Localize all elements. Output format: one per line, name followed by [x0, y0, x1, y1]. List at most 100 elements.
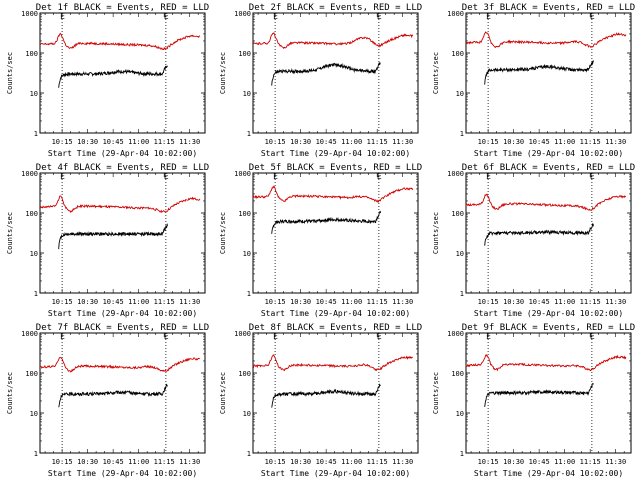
series-lld-line: [39, 195, 201, 214]
x-tick-label: 10:45: [529, 138, 550, 146]
y-tick-label: 1000: [21, 330, 38, 338]
x-tick-label: 10:30: [290, 458, 311, 466]
x-tick-label: 11:30: [179, 298, 200, 306]
detector-chart: Det 4f BLACK = Events, RED = LLD Counts/s…: [6, 163, 209, 318]
y-tick-label: 1: [247, 290, 251, 298]
chart-title: Det 1f BLACK = Events, RED = LLD: [36, 3, 209, 13]
x-tick-label: 11:15: [154, 138, 175, 146]
x-tick-label: 11:30: [392, 458, 413, 466]
y-tick-label: 10: [243, 410, 251, 418]
plot-frame: [252, 12, 419, 134]
x-axis-label: Start Time (29-Apr-04 10:02:00): [474, 469, 623, 478]
x-tick-label: 10:30: [77, 298, 98, 306]
series-events-line: [58, 222, 169, 250]
x-tick-label: 10:45: [529, 298, 550, 306]
x-tick-label: 11:00: [554, 458, 575, 466]
x-tick-label: 11:00: [554, 138, 575, 146]
chart-title: Det 3f BLACK = Events, RED = LLD: [462, 3, 635, 13]
y-tick-label: 100: [25, 210, 38, 218]
x-tick-label: 11:15: [367, 298, 388, 306]
x-tick-label: 10:30: [503, 298, 524, 306]
x-tick-label: 10:30: [503, 138, 524, 146]
x-tick-label: 10:45: [316, 458, 337, 466]
y-tick-label: 10: [456, 90, 464, 98]
y-tick-label: 10: [243, 90, 251, 98]
x-axis-label: Start Time (29-Apr-04 10:02:00): [48, 469, 197, 478]
x-axis-label: Start Time (29-Apr-04 10:02:00): [48, 149, 197, 158]
plot-frame: [465, 332, 632, 454]
detector-chart: Det 6f BLACK = Events, RED = LLD Counts/s…: [432, 163, 635, 318]
series-lld-line: [252, 185, 414, 203]
x-tick-label: 11:30: [179, 458, 200, 466]
detector-chart: Det 3f BLACK = Events, RED = LLD Counts/s…: [432, 3, 635, 158]
x-tick-label: 11:15: [154, 298, 175, 306]
x-tick-label: 10:45: [103, 458, 124, 466]
y-tick-label: 1: [460, 130, 464, 138]
event-marker-label: E: [60, 12, 65, 21]
x-tick-label: 10:15: [265, 458, 286, 466]
x-tick-label: 10:15: [52, 138, 73, 146]
event-marker-label: E: [60, 332, 65, 341]
x-tick-label: 11:15: [367, 138, 388, 146]
y-tick-label: 1000: [447, 10, 464, 18]
y-tick-label: 1000: [21, 10, 38, 18]
y-tick-label: 100: [238, 210, 251, 218]
detector-chart: Det 7f BLACK = Events, RED = LLD Counts/s…: [6, 323, 209, 478]
x-tick-label: 10:15: [265, 298, 286, 306]
x-tick-label: 10:45: [316, 298, 337, 306]
x-tick-label: 10:30: [290, 138, 311, 146]
series-events-line: [271, 210, 382, 234]
plot-frame: [252, 332, 419, 454]
x-tick-label: 10:30: [290, 298, 311, 306]
y-tick-label: 1000: [447, 330, 464, 338]
chart-title: Det 2f BLACK = Events, RED = LLD: [249, 3, 422, 13]
x-axis-label: Start Time (29-Apr-04 10:02:00): [261, 469, 410, 478]
y-axis-label: Counts/sec: [432, 212, 440, 254]
event-marker-label: E: [377, 172, 382, 181]
chart-title: Det 4f BLACK = Events, RED = LLD: [36, 163, 209, 173]
y-tick-label: 10: [30, 410, 38, 418]
event-marker-label: E: [590, 332, 595, 341]
y-tick-label: 100: [238, 370, 251, 378]
chart-title: Det 6f BLACK = Events, RED = LLD: [462, 163, 635, 173]
event-marker-label: E: [377, 332, 382, 341]
x-axis-label: Start Time (29-Apr-04 10:02:00): [48, 309, 197, 318]
x-tick-label: 10:30: [503, 458, 524, 466]
y-axis-label: Counts/sec: [219, 372, 227, 414]
detector-panel: Det 6f BLACK = Events, RED = LLD Counts/s…: [426, 160, 639, 320]
x-tick-label: 11:15: [154, 458, 175, 466]
detector-panel: Det 1f BLACK = Events, RED = LLD Counts/s…: [0, 0, 213, 160]
chart-title: Det 8f BLACK = Events, RED = LLD: [249, 323, 422, 333]
detector-chart: Det 1f BLACK = Events, RED = LLD Counts/s…: [6, 3, 209, 158]
x-tick-label: 11:00: [128, 458, 149, 466]
y-tick-label: 100: [451, 50, 464, 58]
y-tick-label: 100: [451, 210, 464, 218]
series-events-line: [271, 383, 381, 408]
y-tick-label: 100: [451, 370, 464, 378]
y-tick-label: 10: [456, 410, 464, 418]
y-tick-label: 100: [25, 370, 38, 378]
y-tick-label: 10: [243, 250, 251, 258]
x-axis-label: Start Time (29-Apr-04 10:02:00): [261, 149, 410, 158]
x-tick-label: 11:00: [341, 458, 362, 466]
y-axis-label: Counts/sec: [6, 212, 14, 254]
event-marker-label: E: [486, 172, 491, 181]
y-tick-label: 10: [30, 90, 38, 98]
x-tick-label: 10:15: [265, 138, 286, 146]
x-tick-label: 11:30: [392, 138, 413, 146]
x-tick-label: 10:15: [478, 298, 499, 306]
y-axis-label: Counts/sec: [6, 372, 14, 414]
y-tick-label: 1: [460, 450, 464, 458]
series-events-line: [484, 223, 595, 246]
x-tick-label: 10:30: [77, 138, 98, 146]
detector-panel: Det 4f BLACK = Events, RED = LLD Counts/s…: [0, 160, 213, 320]
y-tick-label: 1000: [447, 170, 464, 178]
x-axis-label: Start Time (29-Apr-04 10:02:00): [261, 309, 410, 318]
event-marker-label: E: [486, 12, 491, 21]
x-tick-label: 11:15: [580, 298, 601, 306]
x-tick-label: 11:15: [580, 138, 601, 146]
detector-panel: Det 8f BLACK = Events, RED = LLD Counts/s…: [213, 320, 426, 480]
chart-title: Det 5f BLACK = Events, RED = LLD: [249, 163, 422, 173]
y-tick-label: 1: [34, 130, 38, 138]
series-events-line: [484, 59, 594, 85]
